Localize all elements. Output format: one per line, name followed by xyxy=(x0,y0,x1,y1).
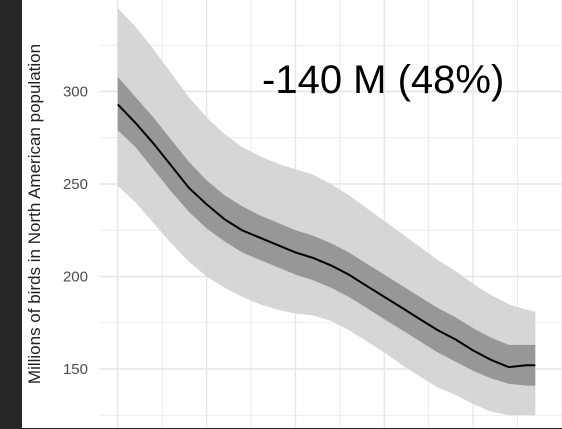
inner-confidence-band xyxy=(117,76,536,386)
y-axis-label: Millions of birds in North American popu… xyxy=(25,43,44,385)
y-tick-label: 300 xyxy=(63,84,88,101)
population-trend-line xyxy=(117,103,536,369)
y-tick-label: 200 xyxy=(63,269,88,286)
y-tick-label: 150 xyxy=(63,361,88,378)
y-tick-label: 250 xyxy=(63,176,88,193)
decline-annotation: -140 M (48%) xyxy=(262,58,505,102)
